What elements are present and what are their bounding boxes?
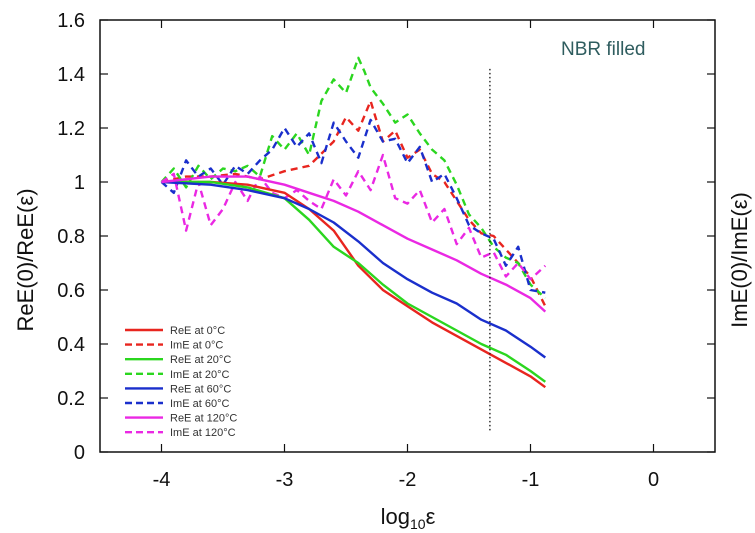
y-tick-label: 0.8 [57, 226, 85, 248]
y-tick-label: 0.2 [57, 388, 85, 410]
x-axis-label-main: log [381, 504, 410, 529]
series-line-5 [160, 118, 546, 294]
y-tick-label: 1.4 [57, 64, 85, 86]
y-axis-label-right: ImE(0)/ImE(ε) [727, 192, 752, 328]
series-line-7 [160, 153, 547, 281]
x-axis-label: log10ε [381, 504, 436, 532]
legend-label: ImE at 20°C [170, 369, 229, 381]
legend-label: ReE at 20°C [170, 354, 231, 366]
legend-label: ImE at 60°C [170, 398, 229, 410]
y-tick-label: 1 [74, 172, 85, 194]
series-layer [160, 56, 547, 389]
legend: ReE at 0°C ImE at 0°C ReE at 20°C ImE at 20… [125, 325, 237, 439]
x-tick-label: -3 [276, 469, 294, 491]
legend-label: ReE at 0°C [170, 325, 225, 337]
x-tick-label: -2 [399, 469, 417, 491]
legend-label: ReE at 120°C [170, 413, 237, 425]
legend-label: ReE at 60°C [170, 383, 231, 395]
y-tick-label: 1.2 [57, 118, 85, 140]
series-line-4 [161, 180, 547, 359]
legend-label: ImE at 0°C [170, 340, 223, 352]
x-tick-label: -4 [153, 469, 171, 491]
legend-label: ImE at 120°C [170, 427, 236, 439]
series-line-6 [161, 175, 547, 313]
x-axis-label-tail: ε [426, 504, 436, 529]
series-line-3 [160, 56, 547, 299]
y-tick-label: 0 [74, 442, 85, 464]
chart-annotation: NBR filled [561, 39, 645, 60]
series-line-0 [161, 180, 547, 389]
y-axis-label-left: ReE(0)/ReE(ε) [13, 188, 38, 331]
x-tick-label: 0 [648, 469, 659, 491]
y-tick-label: 0.6 [57, 280, 85, 302]
x-tick-label: -1 [522, 469, 540, 491]
y-tick-label: 0.4 [57, 334, 85, 356]
labels-layer: NBR filled ReE(0)/ReE(ε) ImE(0)/ImE(ε) l… [13, 39, 752, 532]
x-axis-label-subscript: 10 [410, 516, 426, 532]
axis-ticks: -4 -3 -2 -1 0 0 0.2 0.4 0.6 0.8 1 1.2 1.4 1.6 [57, 10, 715, 491]
y-tick-label: 1.6 [57, 10, 85, 32]
series-line-2 [161, 180, 547, 383]
